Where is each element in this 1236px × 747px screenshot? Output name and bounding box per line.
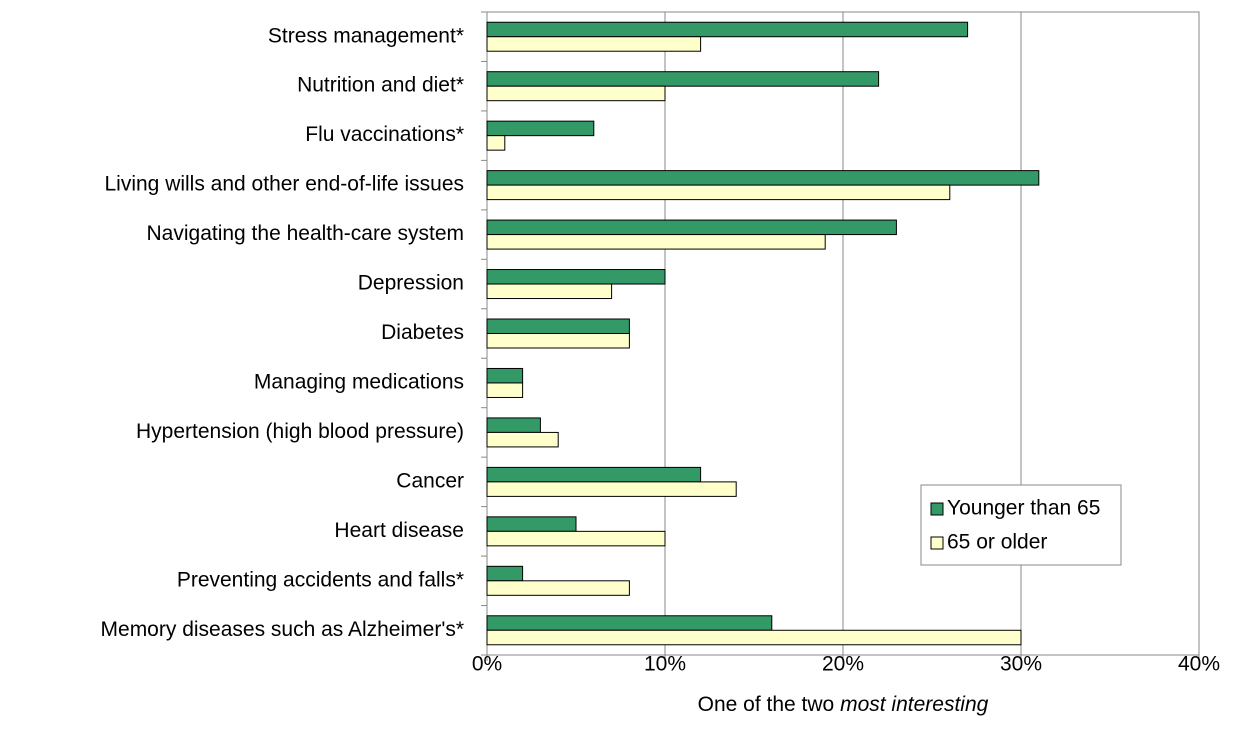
y-tick-label: Living wills and other end-of-life issue… bbox=[104, 173, 464, 196]
y-tick-label: Preventing accidents and falls* bbox=[177, 568, 464, 591]
x-tick-label: 40% bbox=[1178, 653, 1220, 676]
x-tick-label: 10% bbox=[644, 653, 686, 676]
y-tick-label: Navigating the health-care system bbox=[147, 222, 465, 245]
legend-label: 65 or older bbox=[947, 531, 1047, 554]
bar bbox=[486, 219, 897, 236]
bar bbox=[486, 431, 559, 448]
bar bbox=[486, 530, 666, 547]
bar bbox=[486, 629, 1022, 646]
bar bbox=[486, 170, 1040, 186]
bar bbox=[486, 135, 506, 151]
y-tick-label: Hypertension (high blood pressure) bbox=[136, 420, 464, 443]
bar bbox=[486, 184, 951, 201]
bar bbox=[486, 283, 613, 300]
legend-label: Younger than 65 bbox=[947, 497, 1100, 520]
y-tick-label: Depression bbox=[358, 272, 464, 295]
y-tick-label: Flu vaccinations* bbox=[305, 123, 464, 146]
y-tick-label: Heart disease bbox=[334, 519, 464, 542]
x-tick-label: 20% bbox=[822, 653, 864, 676]
bar bbox=[486, 234, 826, 250]
y-tick-label: Stress management* bbox=[268, 24, 464, 47]
bar bbox=[486, 85, 666, 102]
y-tick-label: Memory diseases such as Alzheimer's* bbox=[101, 618, 464, 641]
x-axis-label-emphasis: most interesting bbox=[840, 693, 989, 716]
bar bbox=[486, 516, 577, 532]
legend-swatch bbox=[930, 502, 944, 516]
y-tick-label: Cancer bbox=[396, 469, 464, 492]
bar bbox=[486, 481, 737, 497]
x-axis-label: One of the two most interesting bbox=[698, 693, 989, 716]
legend-box bbox=[920, 484, 1122, 566]
bar bbox=[486, 71, 880, 87]
bar bbox=[486, 269, 666, 285]
bar bbox=[486, 580, 630, 596]
x-tick-label: 30% bbox=[1000, 653, 1042, 676]
bar bbox=[486, 333, 630, 349]
y-tick-label: Nutrition and diet* bbox=[297, 74, 464, 97]
bar bbox=[486, 565, 524, 582]
y-tick-label: Managing medications bbox=[254, 371, 464, 394]
legend-swatch bbox=[930, 536, 944, 550]
x-tick-label: 0% bbox=[472, 653, 502, 676]
bar bbox=[486, 615, 773, 631]
bar bbox=[486, 466, 702, 483]
bar bbox=[486, 21, 969, 38]
bar bbox=[486, 367, 524, 384]
bar bbox=[486, 417, 541, 433]
bar bbox=[486, 318, 630, 334]
y-tick-label: Diabetes bbox=[381, 321, 464, 344]
bar bbox=[486, 36, 702, 52]
x-axis-label-plain: One of the two bbox=[698, 693, 835, 716]
bar bbox=[486, 120, 595, 137]
bar bbox=[486, 382, 524, 398]
